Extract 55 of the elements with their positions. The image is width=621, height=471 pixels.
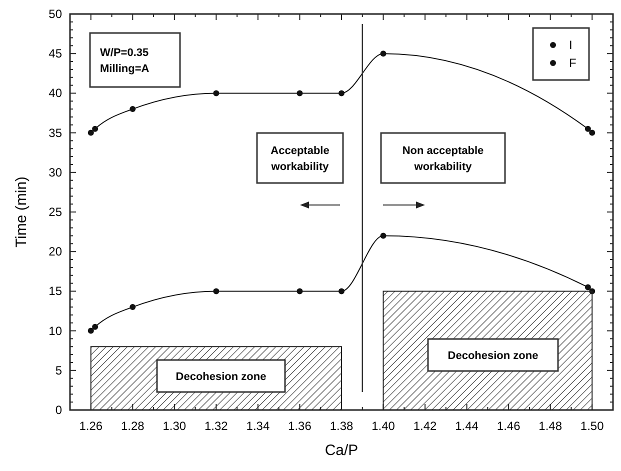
point	[88, 328, 94, 334]
x-tick-label: 1.50	[580, 419, 604, 433]
annotation: Acceptable workability	[270, 145, 330, 173]
x-tick-label: 1.30	[162, 419, 186, 433]
y-tick-label: 20	[48, 244, 62, 259]
annotation: Decohesion zone	[176, 371, 266, 383]
x-axis-title: Ca/P	[324, 442, 358, 459]
point	[130, 304, 136, 310]
legend-label: F	[569, 56, 576, 70]
y-tick-label: 0	[55, 403, 62, 417]
y-tick-label: 50	[48, 7, 62, 21]
text-box: Decohesion zone	[427, 338, 559, 372]
annotation: Non acceptable workability	[402, 145, 484, 173]
text-box: Non acceptable workability	[380, 132, 506, 184]
legend-label: I	[569, 38, 572, 52]
point	[338, 90, 344, 96]
point	[380, 50, 386, 57]
point	[296, 288, 303, 294]
annotation: W/P=0.35 Milling=A	[100, 47, 150, 75]
y-tick-label: 30	[48, 165, 62, 180]
x-tick-label: 1.36	[288, 419, 312, 433]
x-tick-label: 1.48	[538, 419, 562, 433]
x-tick-label: 1.28	[120, 419, 145, 433]
point	[296, 90, 303, 96]
y-tick-label: 45	[48, 46, 62, 61]
point	[213, 90, 220, 96]
y-tick-label: 5	[55, 363, 62, 378]
x-tick-label: 1.32	[204, 419, 228, 433]
y-tick-label: 15	[48, 284, 62, 298]
text-box: W/P=0.35 Milling=A	[89, 32, 181, 88]
y-tick-label: 25	[48, 205, 62, 219]
point	[88, 130, 94, 136]
y-tick-label: 35	[48, 126, 62, 140]
point	[130, 106, 136, 112]
point	[92, 126, 98, 132]
text-box: Decohesion zone	[156, 359, 286, 393]
x-tick-label: 1.26	[79, 419, 103, 433]
x-tick-label: 1.40	[372, 419, 396, 433]
x-tick-label: 1.34	[246, 419, 270, 433]
y-tick-label: 10	[48, 324, 62, 338]
point	[92, 324, 98, 330]
point	[584, 284, 591, 290]
point	[589, 130, 596, 136]
x-tick-label: 1.38	[330, 419, 354, 433]
point	[338, 288, 344, 294]
annotation: Decohesion zone	[448, 350, 538, 362]
x-tick-label: 1.46	[496, 419, 521, 433]
y-tick-label: 40	[48, 86, 62, 100]
text-box: Acceptable workability	[256, 132, 344, 184]
point	[584, 126, 591, 132]
point	[380, 232, 386, 239]
x-tick-label: 1.42	[413, 419, 438, 433]
point	[213, 288, 220, 294]
y-axis-title: Time (min)	[13, 176, 30, 248]
x-tick-label: 1.44	[455, 419, 479, 433]
